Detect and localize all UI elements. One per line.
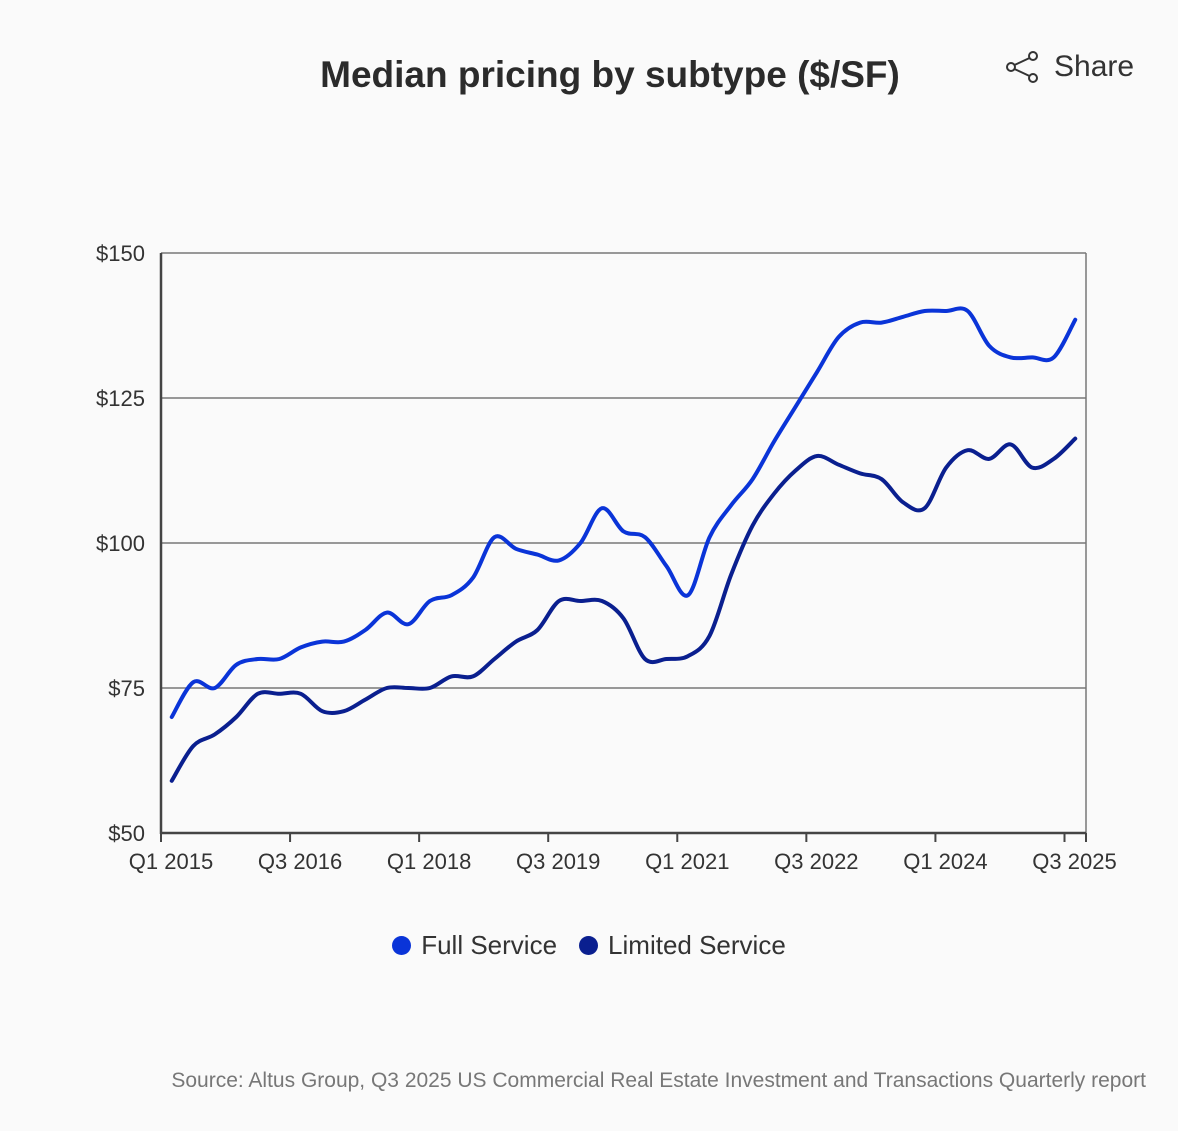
x-tick-label: Q3 2025 xyxy=(1032,849,1116,874)
legend-label: Limited Service xyxy=(608,930,786,960)
legend-swatch-full-service xyxy=(392,936,412,955)
y-tick-label: $100 xyxy=(96,531,145,556)
x-tick-label: Q1 2021 xyxy=(645,849,729,874)
legend-item-full-service[interactable]: Full Service xyxy=(392,930,557,961)
x-tick-label: Q1 2018 xyxy=(387,849,471,874)
x-tick-label: Q3 2022 xyxy=(774,849,858,874)
x-tick-label: Q1 2024 xyxy=(903,849,987,874)
y-tick-label: $125 xyxy=(96,386,145,411)
share-label: Share xyxy=(1054,50,1135,83)
legend-item-limited-service[interactable]: Limited Service xyxy=(579,930,786,961)
chart-title: Median pricing by subtype ($/SF) xyxy=(320,54,900,95)
series-line-full-service xyxy=(169,306,1078,719)
legend-swatch-limited-service xyxy=(579,936,599,955)
y-tick-label: $75 xyxy=(108,676,145,701)
y-tick-label: $50 xyxy=(108,821,145,846)
x-tick-label: Q1 2015 xyxy=(129,849,213,874)
y-tick-label: $150 xyxy=(96,241,145,266)
line-chart: $50 $75 $100 $125 $150 Q1 2015 Q3 2016 Q1 2018 Q… xyxy=(96,241,1117,874)
share-button[interactable]: Share xyxy=(1004,50,1134,84)
legend: Full Service Limited Service xyxy=(0,930,1178,961)
x-tick-label: Q3 2016 xyxy=(258,849,342,874)
x-tick-label: Q3 2019 xyxy=(516,849,600,874)
source-note: Source: Altus Group, Q3 2025 US Commerci… xyxy=(171,1069,1146,1092)
series-line-limited-service xyxy=(169,436,1078,783)
share-icon xyxy=(1006,51,1038,83)
legend-label: Full Service xyxy=(421,930,558,960)
